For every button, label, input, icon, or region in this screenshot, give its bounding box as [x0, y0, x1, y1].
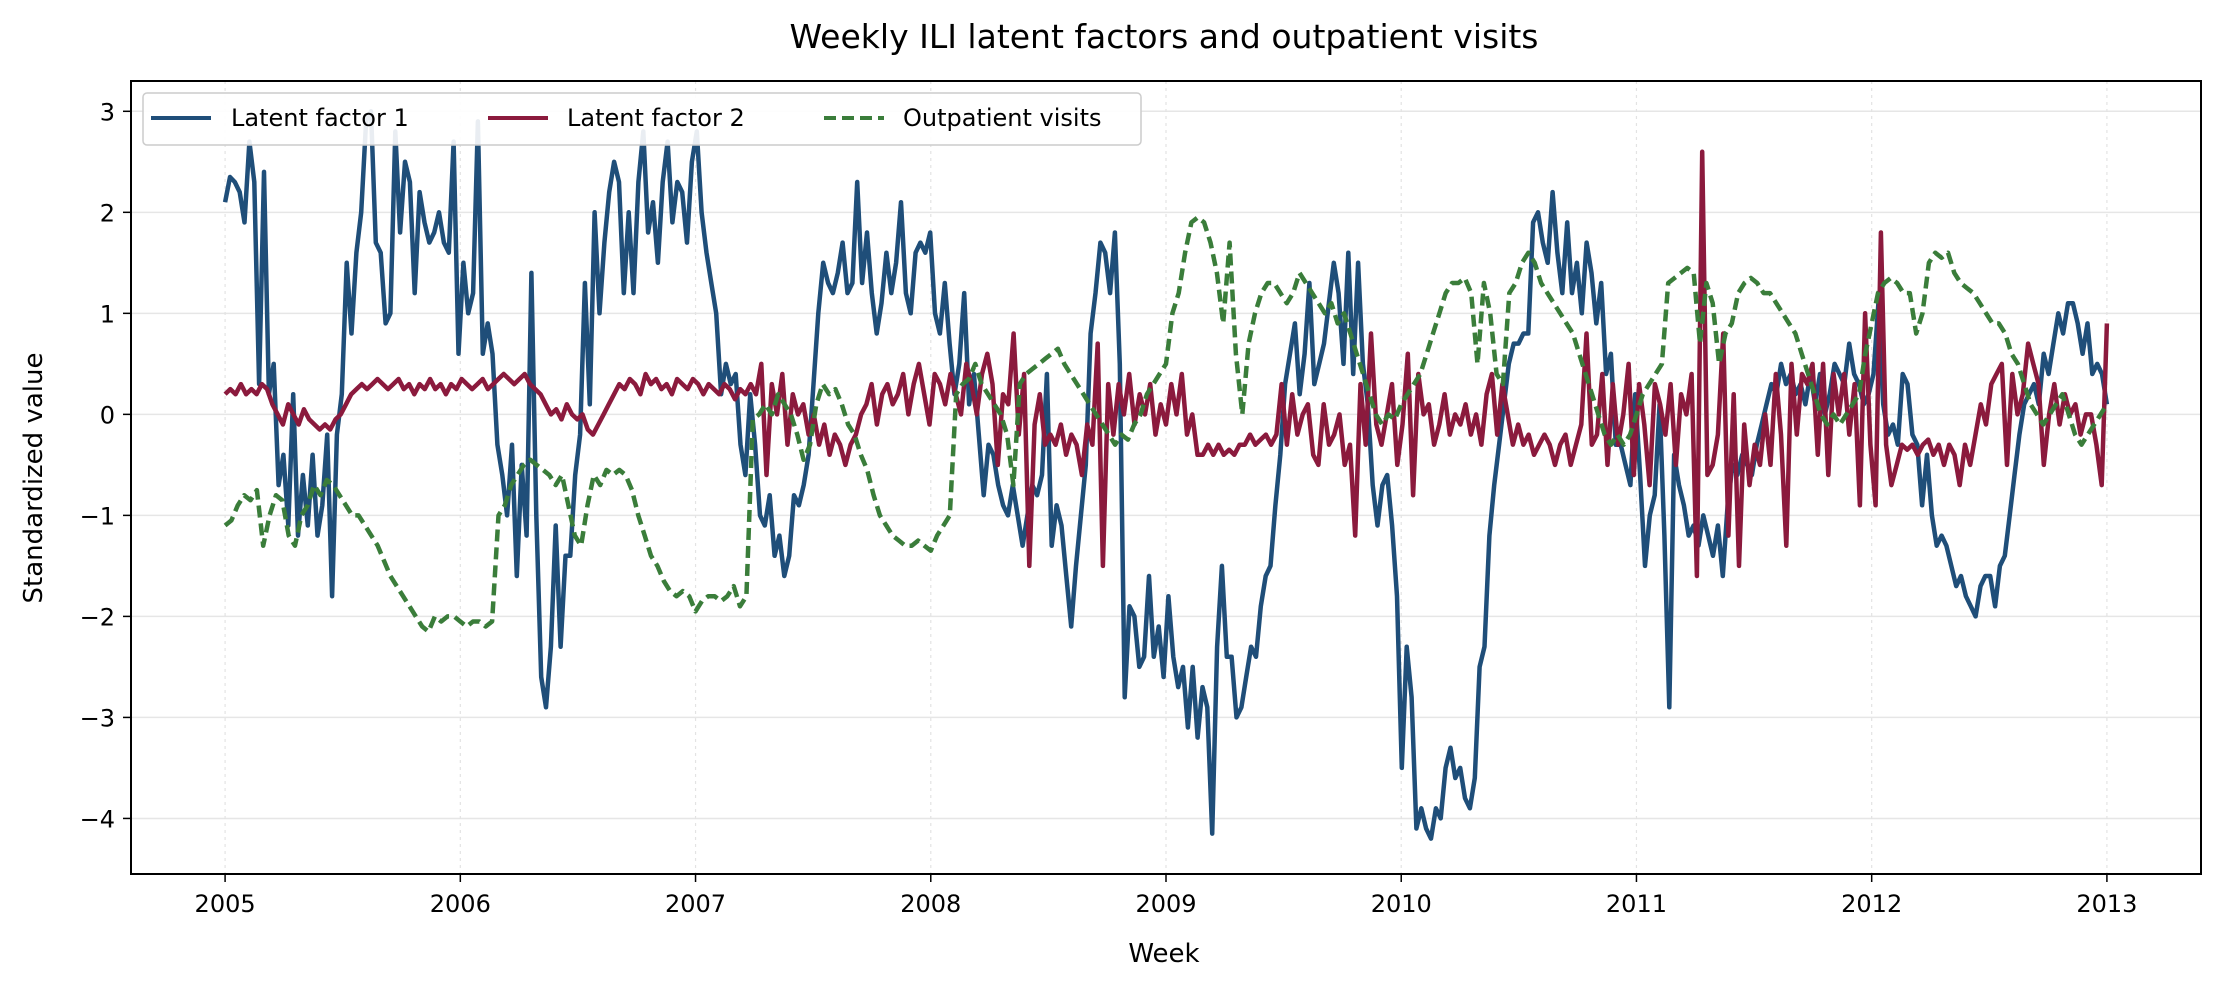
- legend: Latent factor 1 Latent factor 2 Outpatie…: [142, 92, 1142, 146]
- legend-label-outpatient-visits: Outpatient visits: [903, 104, 1102, 132]
- x-tick-label: 2011: [1606, 890, 1667, 918]
- y-axis-ticks: 3 2 1 0 −1 −2 −3 −4: [80, 98, 131, 833]
- series-line-outpatient-visits: [223, 215, 2109, 634]
- x-tick-label: 2010: [1371, 890, 1432, 918]
- y-tick-label: 1: [100, 300, 115, 328]
- y-tick-label: 2: [100, 199, 115, 227]
- chart-title: Weekly ILI latent factors and outpatient…: [789, 17, 1538, 56]
- x-tick-label: 2008: [900, 890, 961, 918]
- x-tick-label: 2009: [1135, 890, 1196, 918]
- y-tick-label: 3: [100, 98, 115, 126]
- legend-label-latent-factor-2: Latent factor 2: [567, 104, 745, 132]
- legend-box: [142, 92, 1142, 146]
- x-tick-label: 2007: [665, 890, 726, 918]
- y-tick-label: −3: [80, 704, 115, 732]
- legend-label-latent-factor-1: Latent factor 1: [231, 104, 409, 132]
- series-layer: [222, 109, 2110, 841]
- x-axis-ticks: 2005 2006 2007 2008 2009 2010 2011 2012 2013: [195, 874, 2137, 918]
- x-axis-label: Week: [1128, 939, 1199, 969]
- y-tick-label: 0: [100, 401, 115, 429]
- x-tick-label: 2006: [430, 890, 491, 918]
- y-tick-label: −2: [80, 603, 115, 631]
- x-tick-label: 2005: [195, 890, 256, 918]
- series-line-latent-factor-2: [223, 149, 2110, 579]
- y-tick-label: −1: [80, 502, 115, 530]
- x-tick-label: 2013: [2076, 890, 2137, 918]
- x-tick-label: 2012: [1841, 890, 1902, 918]
- y-tick-label: −4: [80, 805, 115, 833]
- y-axis-label: Standardized value: [19, 353, 49, 604]
